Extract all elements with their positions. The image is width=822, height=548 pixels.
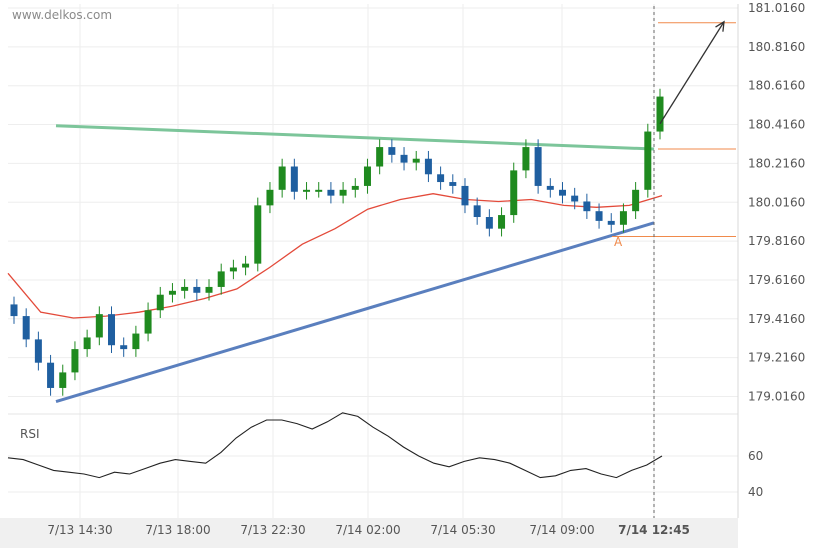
candle-body xyxy=(498,215,506,229)
candle-body xyxy=(205,286,213,293)
candle-body xyxy=(315,189,323,192)
candle-body xyxy=(217,271,225,287)
candle-body xyxy=(546,185,554,190)
projection-arrow xyxy=(659,20,725,125)
candle-body xyxy=(388,147,396,155)
candle-body xyxy=(95,314,103,338)
grid-lines xyxy=(8,4,739,518)
candle-body xyxy=(583,201,591,212)
time-tick-label: 7/14 09:00 xyxy=(529,523,594,537)
candle-body xyxy=(619,211,627,225)
time-axis: 7/13 14:30 7/13 18:00 7/13 22:30 7/14 02:00… xyxy=(0,518,738,548)
candle-body xyxy=(229,267,237,272)
price-tick-label: 180.4160 xyxy=(748,118,805,132)
rsi-tick-label: 40 xyxy=(748,485,763,499)
candle-body xyxy=(510,170,518,216)
watermark: www.delkos.com xyxy=(12,8,112,22)
candle-body xyxy=(132,333,140,350)
time-tick-label: 7/14 12:45 xyxy=(618,523,690,537)
upper-trendline xyxy=(55,124,655,151)
candle-body xyxy=(156,294,164,311)
candle-body xyxy=(303,189,311,192)
candle-body xyxy=(534,147,542,186)
candle-body xyxy=(71,349,79,373)
candle-body xyxy=(290,166,298,192)
rsi-polyline xyxy=(7,412,663,479)
rsi-tick-label: 60 xyxy=(748,449,763,463)
time-tick-label: 7/13 14:30 xyxy=(47,523,112,537)
price-tick-label: 180.2160 xyxy=(748,156,805,170)
candle-body xyxy=(424,158,432,175)
candle-body xyxy=(266,189,274,206)
candle-body xyxy=(632,189,640,212)
projection-arrowhead xyxy=(715,20,725,32)
price-tick-label: 180.0160 xyxy=(748,195,805,209)
candle-body xyxy=(363,166,371,186)
candle-body xyxy=(168,290,176,295)
rsi-label: RSI xyxy=(20,427,40,441)
candle-body xyxy=(449,182,457,186)
candle-body xyxy=(47,362,55,388)
candle-body xyxy=(595,211,603,221)
candle-body xyxy=(144,310,152,334)
time-tick-label: 7/14 05:30 xyxy=(430,523,495,537)
candle-body xyxy=(558,189,566,196)
candle-body xyxy=(22,316,30,340)
candle-body xyxy=(254,205,262,264)
projection-line xyxy=(659,21,725,125)
candle-body xyxy=(607,220,615,225)
candle-body xyxy=(656,96,664,132)
price-tick-label: 181.0160 xyxy=(748,1,805,15)
price-tick-label: 179.4160 xyxy=(748,312,805,326)
price-tick-label: 179.8160 xyxy=(748,234,805,248)
candle-body xyxy=(412,158,420,163)
ma-line xyxy=(7,193,663,319)
candle-body xyxy=(400,154,408,163)
time-axis-band xyxy=(0,518,738,548)
price-axis: 181.0160 180.8160 180.6160 180.4160 180.2160… xyxy=(748,1,805,499)
candle-body xyxy=(83,337,91,350)
candle-body xyxy=(181,286,189,291)
price-tick-label: 179.2160 xyxy=(748,351,805,365)
time-tick-label: 7/13 22:30 xyxy=(240,523,305,537)
candle-body xyxy=(376,147,384,167)
candle-body xyxy=(278,166,286,190)
point-label-a: A xyxy=(614,235,623,249)
candle-body xyxy=(644,131,652,190)
candle-body xyxy=(571,195,579,202)
candle-body xyxy=(522,147,530,171)
candle-body xyxy=(485,217,493,229)
lower-trendline xyxy=(55,221,655,403)
candle-body xyxy=(59,372,67,388)
price-tick-label: 180.6160 xyxy=(748,79,805,93)
candle-body xyxy=(193,286,201,293)
candle-body xyxy=(437,174,445,183)
rsi-line xyxy=(7,412,663,479)
candle-body xyxy=(473,205,481,218)
candle-body xyxy=(34,339,42,363)
candle-body xyxy=(120,345,128,350)
time-tick-label: 7/13 18:00 xyxy=(145,523,210,537)
candle-body xyxy=(351,185,359,190)
candlestick-series xyxy=(10,88,664,396)
candle-body xyxy=(10,304,18,317)
candle-body xyxy=(242,263,250,268)
candle-body xyxy=(339,189,347,196)
time-tick-label: 7/14 02:00 xyxy=(335,523,400,537)
triangle-pattern xyxy=(55,124,655,403)
candle-body xyxy=(327,189,335,196)
price-tick-label: 179.0160 xyxy=(748,390,805,404)
price-tick-label: 179.6160 xyxy=(748,273,805,287)
moving-average xyxy=(7,193,663,319)
price-tick-label: 180.8160 xyxy=(748,40,805,54)
candle-body xyxy=(461,185,469,206)
candle-body xyxy=(108,314,116,346)
